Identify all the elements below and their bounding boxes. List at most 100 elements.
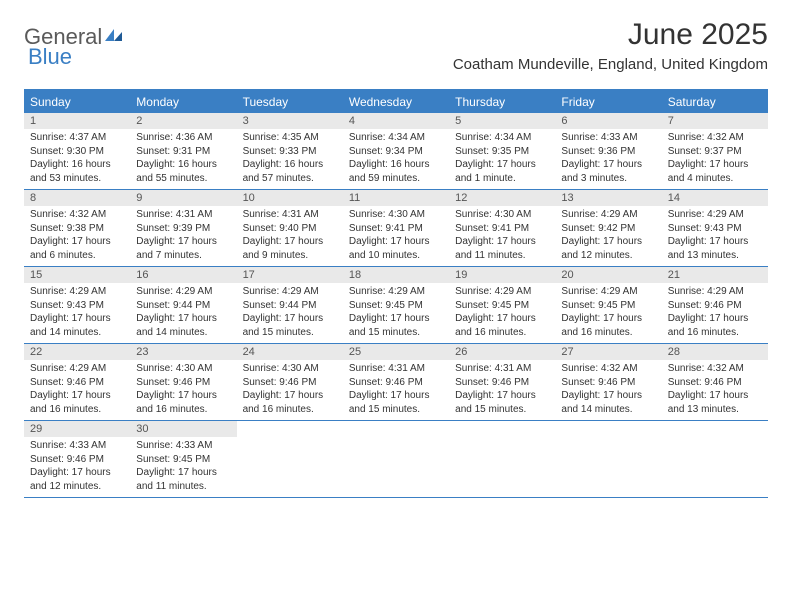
day-header: Monday: [130, 91, 236, 113]
day-header: Friday: [555, 91, 661, 113]
day-number: 7: [662, 113, 768, 129]
cell-body: Sunrise: 4:32 AMSunset: 9:46 PMDaylight:…: [662, 360, 768, 420]
day-number: 30: [130, 421, 236, 437]
sunrise-line: Sunrise: 4:32 AM: [668, 362, 762, 376]
sunset-line: Sunset: 9:46 PM: [668, 376, 762, 390]
sunrise-line: Sunrise: 4:32 AM: [30, 208, 124, 222]
calendar-cell: 13Sunrise: 4:29 AMSunset: 9:42 PMDayligh…: [555, 190, 661, 266]
daylight-line: Daylight: 17 hours and 11 minutes.: [136, 466, 230, 493]
sunrise-line: Sunrise: 4:29 AM: [30, 285, 124, 299]
calendar-cell: 26Sunrise: 4:31 AMSunset: 9:46 PMDayligh…: [449, 344, 555, 420]
calendar-cell: 30 Sunrise: 4:33 AMSunset: 9:45 PMDayligh…: [130, 421, 236, 497]
calendar-cell: 17Sunrise: 4:29 AMSunset: 9:44 PMDayligh…: [237, 267, 343, 343]
day-number: 10: [237, 190, 343, 206]
daylight-line: Daylight: 17 hours and 13 minutes.: [668, 389, 762, 416]
calendar-cell: 28Sunrise: 4:32 AMSunset: 9:46 PMDayligh…: [662, 344, 768, 420]
sunrise-line: Sunrise: 4:30 AM: [349, 208, 443, 222]
month-title: June 2025: [453, 18, 768, 52]
calendar-week: 22Sunrise: 4:29 AMSunset: 9:46 PMDayligh…: [24, 344, 768, 421]
sunrise-line: Sunrise: 4:30 AM: [243, 362, 337, 376]
calendar-cell: 16Sunrise: 4:29 AMSunset: 9:44 PMDayligh…: [130, 267, 236, 343]
cell-body: Sunrise: 4:29 AMSunset: 9:44 PMDaylight:…: [237, 283, 343, 343]
day-number: 22: [24, 344, 130, 360]
cell-body: Sunrise: 4:36 AMSunset: 9:31 PMDaylight:…: [130, 129, 236, 189]
daylight-line: Daylight: 17 hours and 16 minutes.: [30, 389, 124, 416]
sunset-line: Sunset: 9:30 PM: [30, 145, 124, 159]
sunrise-line: Sunrise: 4:31 AM: [455, 362, 549, 376]
calendar-cell: 4Sunrise: 4:34 AMSunset: 9:34 PMDaylight…: [343, 113, 449, 189]
day-number: 13: [555, 190, 661, 206]
sunset-line: Sunset: 9:38 PM: [30, 222, 124, 236]
day-number: 4: [343, 113, 449, 129]
day-number: 19: [449, 267, 555, 283]
day-number: 28: [662, 344, 768, 360]
day-number: 24: [237, 344, 343, 360]
sunset-line: Sunset: 9:43 PM: [668, 222, 762, 236]
day-header: Wednesday: [343, 91, 449, 113]
cell-body: Sunrise: 4:29 AMSunset: 9:46 PMDaylight:…: [662, 283, 768, 343]
cell-body: Sunrise: 4:29 AMSunset: 9:45 PMDaylight:…: [449, 283, 555, 343]
sunrise-line: Sunrise: 4:37 AM: [30, 131, 124, 145]
daylight-line: Daylight: 17 hours and 1 minute.: [455, 158, 549, 185]
calendar-cell: 9Sunrise: 4:31 AMSunset: 9:39 PMDaylight…: [130, 190, 236, 266]
sunrise-line: Sunrise: 4:29 AM: [30, 362, 124, 376]
sunset-line: Sunset: 9:44 PM: [243, 299, 337, 313]
cell-body: Sunrise: 4:29 AMSunset: 9:44 PMDaylight:…: [130, 283, 236, 343]
calendar-cell: 22Sunrise: 4:29 AMSunset: 9:46 PMDayligh…: [24, 344, 130, 420]
title-block: June 2025 Coatham Mundeville, England, U…: [453, 18, 768, 73]
calendar-week: 1Sunrise: 4:37 AMSunset: 9:30 PMDaylight…: [24, 113, 768, 190]
day-number: 1: [24, 113, 130, 129]
sunset-line: Sunset: 9:34 PM: [349, 145, 443, 159]
cell-body: Sunrise: 4:29 AMSunset: 9:45 PMDaylight:…: [555, 283, 661, 343]
sunrise-line: Sunrise: 4:29 AM: [136, 285, 230, 299]
calendar-week: 29Sunrise: 4:33 AMSunset: 9:46 PMDayligh…: [24, 421, 768, 498]
calendar-cell: 6Sunrise: 4:33 AMSunset: 9:36 PMDaylight…: [555, 113, 661, 189]
sunrise-line: Sunrise: 4:29 AM: [561, 208, 655, 222]
sunset-line: Sunset: 9:46 PM: [136, 376, 230, 390]
day-number: 26: [449, 344, 555, 360]
calendar-cell: [449, 421, 555, 497]
sunset-line: Sunset: 9:45 PM: [455, 299, 549, 313]
daylight-line: Daylight: 17 hours and 15 minutes.: [243, 312, 337, 339]
calendar-cell: 2Sunrise: 4:36 AMSunset: 9:31 PMDaylight…: [130, 113, 236, 189]
sunset-line: Sunset: 9:41 PM: [455, 222, 549, 236]
sunrise-line: Sunrise: 4:29 AM: [561, 285, 655, 299]
daylight-line: Daylight: 17 hours and 15 minutes.: [349, 312, 443, 339]
day-number: 23: [130, 344, 236, 360]
day-number: 27: [555, 344, 661, 360]
sunrise-line: Sunrise: 4:31 AM: [243, 208, 337, 222]
sunset-line: Sunset: 9:36 PM: [561, 145, 655, 159]
cell-body: Sunrise: 4:29 AMSunset: 9:45 PMDaylight:…: [343, 283, 449, 343]
daylight-line: Daylight: 16 hours and 55 minutes.: [136, 158, 230, 185]
sunrise-line: Sunrise: 4:33 AM: [136, 439, 230, 453]
sunset-line: Sunset: 9:46 PM: [349, 376, 443, 390]
sunrise-line: Sunrise: 4:31 AM: [349, 362, 443, 376]
daylight-line: Daylight: 17 hours and 14 minutes.: [561, 389, 655, 416]
cell-body: Sunrise: 4:32 AMSunset: 9:38 PMDaylight:…: [24, 206, 130, 266]
calendar-cell: 10Sunrise: 4:31 AMSunset: 9:40 PMDayligh…: [237, 190, 343, 266]
daylight-line: Daylight: 17 hours and 15 minutes.: [349, 389, 443, 416]
sunrise-line: Sunrise: 4:29 AM: [668, 208, 762, 222]
day-headers-row: SundayMondayTuesdayWednesdayThursdayFrid…: [24, 91, 768, 113]
header: General June 2025 Coatham Mundeville, En…: [0, 0, 792, 81]
sunset-line: Sunset: 9:41 PM: [349, 222, 443, 236]
sunset-line: Sunset: 9:45 PM: [349, 299, 443, 313]
sunrise-line: Sunrise: 4:33 AM: [561, 131, 655, 145]
calendar-cell: 25Sunrise: 4:31 AMSunset: 9:46 PMDayligh…: [343, 344, 449, 420]
calendar-cell: 3Sunrise: 4:35 AMSunset: 9:33 PMDaylight…: [237, 113, 343, 189]
sunset-line: Sunset: 9:45 PM: [136, 453, 230, 467]
calendar-cell: 15Sunrise: 4:29 AMSunset: 9:43 PMDayligh…: [24, 267, 130, 343]
cell-body: Sunrise: 4:37 AMSunset: 9:30 PMDaylight:…: [24, 129, 130, 189]
day-number: 29: [24, 421, 130, 437]
calendar-cell: 12Sunrise: 4:30 AMSunset: 9:41 PMDayligh…: [449, 190, 555, 266]
day-number: 17: [237, 267, 343, 283]
calendar-cell: 14Sunrise: 4:29 AMSunset: 9:43 PMDayligh…: [662, 190, 768, 266]
day-number: 9: [130, 190, 236, 206]
sunrise-line: Sunrise: 4:30 AM: [136, 362, 230, 376]
calendar-cell: 23Sunrise: 4:30 AMSunset: 9:46 PMDayligh…: [130, 344, 236, 420]
day-number: 16: [130, 267, 236, 283]
cell-body: Sunrise: 4:34 AMSunset: 9:35 PMDaylight:…: [449, 129, 555, 189]
calendar-cell: [662, 421, 768, 497]
sunrise-line: Sunrise: 4:30 AM: [455, 208, 549, 222]
daylight-line: Daylight: 17 hours and 13 minutes.: [668, 235, 762, 262]
